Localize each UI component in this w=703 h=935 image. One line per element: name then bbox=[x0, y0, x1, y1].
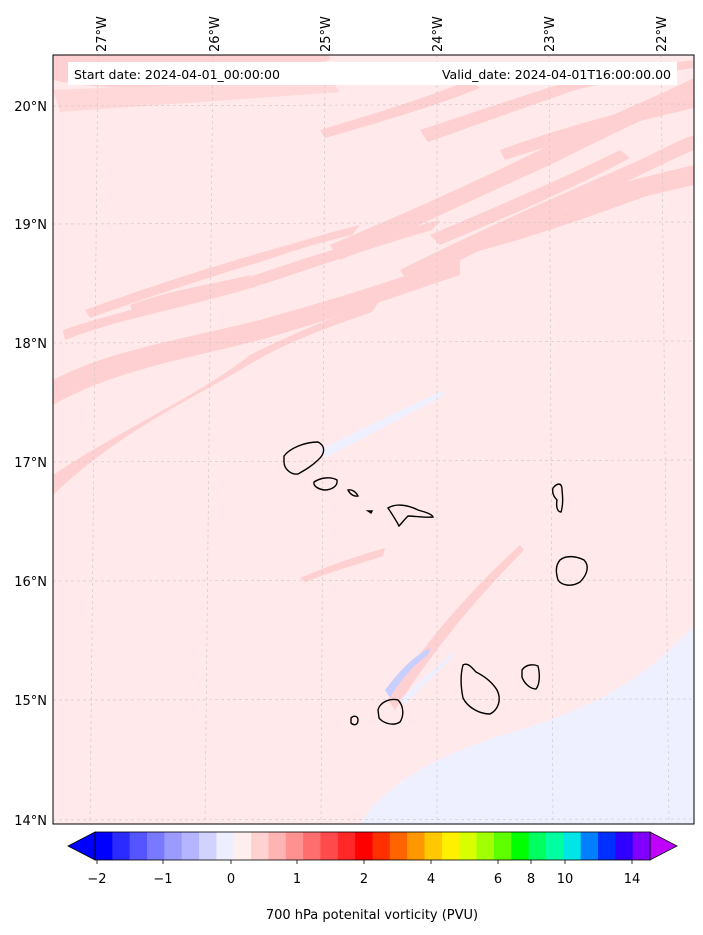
colorbar-cell bbox=[285, 832, 304, 860]
colorbar-cell bbox=[268, 832, 287, 860]
colorbar-cell bbox=[476, 832, 495, 860]
colorbar-tick-label: 10 bbox=[557, 872, 574, 887]
date-info-background bbox=[68, 62, 677, 85]
colorbar-cells bbox=[95, 832, 651, 860]
island-brava bbox=[350, 715, 359, 726]
valid-date-label: Valid_date: 2024-04-01T16:00:00.00 bbox=[442, 67, 671, 82]
colorbar-cell bbox=[164, 832, 183, 860]
map-background bbox=[53, 55, 694, 824]
latitude-labels: 20°N 19°N 18°N 17°N 16°N 15°N 14°N bbox=[14, 100, 47, 829]
island-santa-luzia bbox=[346, 489, 360, 497]
pv-positive-field bbox=[53, 55, 694, 710]
colorbar-tick-label: 0 bbox=[227, 872, 235, 887]
date-info-box: Start date: 2024-04-01_00:00:00 Valid_da… bbox=[68, 62, 677, 85]
lat-label: 19°N bbox=[14, 218, 47, 233]
island-sal bbox=[551, 483, 564, 513]
colorbar-cell bbox=[129, 832, 148, 860]
colorbar-cell bbox=[389, 832, 408, 860]
island-branco bbox=[365, 510, 374, 515]
colorbar-tick-label: −2 bbox=[87, 872, 106, 887]
colorbar-cell bbox=[216, 832, 235, 860]
island-sao-nicolau bbox=[387, 504, 434, 528]
lat-label: 17°N bbox=[14, 456, 47, 471]
island-santo-antao bbox=[283, 441, 325, 475]
colorbar-under-arrow bbox=[67, 831, 96, 861]
colorbar-tick-label: −1 bbox=[153, 872, 172, 887]
lat-label: 20°N bbox=[14, 100, 47, 115]
colorbar-cell bbox=[95, 832, 113, 860]
colorbar-cell bbox=[199, 832, 217, 860]
colorbar-frame bbox=[94, 831, 651, 861]
colorbar-cell bbox=[112, 832, 131, 860]
colorbar-cell bbox=[632, 832, 651, 860]
lon-label: 25°W bbox=[319, 16, 334, 52]
colorbar-cell bbox=[303, 832, 321, 860]
colorbar-cell bbox=[251, 832, 269, 860]
colorbar-tick-label: 4 bbox=[427, 872, 435, 887]
colorbar-tick-label: 6 bbox=[494, 872, 502, 887]
lat-label: 14°N bbox=[14, 814, 47, 829]
lon-label: 22°W bbox=[655, 16, 670, 52]
colorbar-tick-label: 1 bbox=[293, 872, 301, 887]
gridlines bbox=[53, 55, 694, 824]
colorbar-cell bbox=[441, 832, 460, 860]
island-sao-vicente bbox=[313, 477, 338, 491]
colorbar-cell bbox=[511, 832, 530, 860]
colorbar-tick-label: 8 bbox=[527, 872, 535, 887]
lon-label: 27°W bbox=[95, 16, 110, 52]
colorbar-cell bbox=[233, 832, 252, 860]
colorbar-cell bbox=[615, 832, 634, 860]
lon-label: 23°W bbox=[543, 16, 558, 52]
colorbar-cell bbox=[580, 832, 599, 860]
colorbar-cell bbox=[181, 832, 200, 860]
colorbar-cell bbox=[528, 832, 547, 860]
colorbar-cell bbox=[545, 832, 564, 860]
start-date-label: Start date: 2024-04-01_00:00:00 bbox=[74, 67, 280, 82]
colorbar-cell bbox=[355, 832, 373, 860]
colorbar-cell bbox=[320, 832, 339, 860]
pv-negative-field bbox=[320, 390, 694, 824]
colorbar-cell bbox=[459, 832, 478, 860]
coastlines bbox=[283, 441, 588, 726]
lon-label: 24°W bbox=[431, 16, 446, 52]
colorbar-cell bbox=[147, 832, 165, 860]
colorbar-cell bbox=[493, 832, 512, 860]
island-santiago bbox=[460, 663, 500, 715]
colorbar: −2 −1 0 1 2 4 6 8 10 14 700 hPa potenital vortici… bbox=[67, 831, 678, 923]
colorbar-cell bbox=[337, 832, 356, 860]
lat-label: 18°N bbox=[14, 337, 47, 352]
colorbar-cell bbox=[424, 832, 443, 860]
colorbar-over-arrow bbox=[649, 831, 678, 861]
colorbar-cell bbox=[407, 832, 426, 860]
map-frame bbox=[52, 54, 695, 825]
island-maio bbox=[521, 664, 541, 690]
colorbar-cell bbox=[563, 832, 582, 860]
lon-label: 26°W bbox=[208, 16, 223, 52]
lat-label: 16°N bbox=[14, 575, 47, 590]
colorbar-cell bbox=[372, 832, 391, 860]
colorbar-cell bbox=[597, 832, 616, 860]
lat-label: 15°N bbox=[14, 694, 47, 709]
map-panel: Start date: 2024-04-01_00:00:00 Valid_da… bbox=[53, 55, 694, 824]
island-fogo bbox=[377, 698, 404, 725]
colorbar-tick-label: 14 bbox=[624, 872, 641, 887]
colorbar-tick-label: 2 bbox=[360, 872, 368, 887]
island-boa-vista bbox=[555, 555, 588, 586]
colorbar-label: 700 hPa potenital vorticity (PVU) bbox=[266, 908, 478, 923]
colorbar-ticks: −2 −1 0 1 2 4 6 8 10 14 bbox=[87, 860, 640, 887]
longitude-labels: 27°W 26°W 25°W 24°W 23°W 22°W bbox=[95, 16, 670, 52]
